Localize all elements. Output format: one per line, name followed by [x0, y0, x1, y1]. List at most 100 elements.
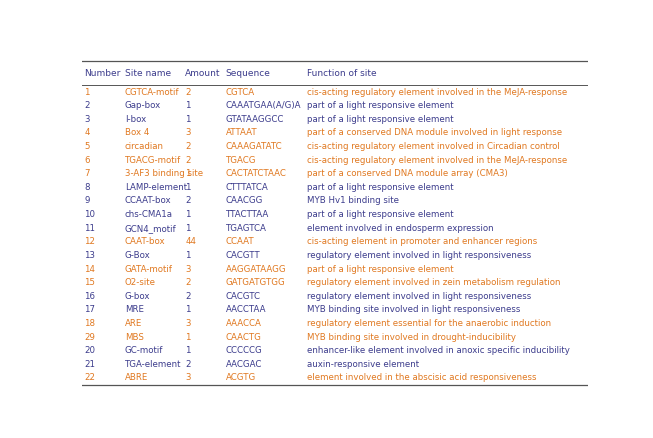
Text: 1: 1 [185, 305, 191, 314]
Text: CGTCA-motif: CGTCA-motif [125, 88, 179, 97]
Text: 21: 21 [84, 360, 95, 369]
Text: 2: 2 [185, 197, 191, 205]
Text: GATGATGTGG: GATGATGTGG [226, 278, 285, 287]
Text: CAAAGATATC: CAAAGATATC [226, 142, 283, 151]
Text: 1: 1 [185, 183, 191, 192]
Text: CACGTT: CACGTT [226, 251, 261, 260]
Text: part of a light responsive element: part of a light responsive element [307, 115, 453, 124]
Text: CACTATCTAAC: CACTATCTAAC [226, 169, 287, 178]
Text: cis-acting element in promoter and enhancer regions: cis-acting element in promoter and enhan… [307, 237, 537, 246]
Text: MYB binding site involved in light responsiveness: MYB binding site involved in light respo… [307, 305, 520, 314]
Text: 1: 1 [185, 346, 191, 355]
Text: Box 4: Box 4 [125, 128, 149, 138]
Text: 3: 3 [185, 319, 191, 328]
Text: CTTTATCA: CTTTATCA [226, 183, 268, 192]
Text: 22: 22 [84, 374, 95, 382]
Text: TGACG: TGACG [226, 155, 257, 165]
Text: GTATAAGGCC: GTATAAGGCC [226, 115, 284, 124]
Text: 5: 5 [84, 142, 89, 151]
Text: enhancer-like element involved in anoxic specific inducibility: enhancer-like element involved in anoxic… [307, 346, 569, 355]
Text: 10: 10 [84, 210, 95, 219]
Text: 44: 44 [185, 237, 197, 246]
Text: I-box: I-box [125, 115, 146, 124]
Text: Number: Number [84, 69, 121, 78]
Text: CGTCA: CGTCA [226, 88, 255, 97]
Text: 3-AF3 binding site: 3-AF3 binding site [125, 169, 203, 178]
Text: LAMP-element: LAMP-element [125, 183, 187, 192]
Text: 1: 1 [185, 251, 191, 260]
Text: cis-acting regulatory element involved in Circadian control: cis-acting regulatory element involved i… [307, 142, 560, 151]
Text: MYB binding site involved in drought-inducibility: MYB binding site involved in drought-ind… [307, 332, 516, 342]
Text: 1: 1 [84, 88, 89, 97]
Text: regulatory element involved in zein metabolism regulation: regulatory element involved in zein meta… [307, 278, 560, 287]
Text: regulatory element involved in light responsiveness: regulatory element involved in light res… [307, 251, 531, 260]
Text: AAACCA: AAACCA [226, 319, 262, 328]
Text: MBS: MBS [125, 332, 144, 342]
Text: 1: 1 [185, 115, 191, 124]
Text: Amount: Amount [185, 69, 221, 78]
Text: 17: 17 [84, 305, 95, 314]
Text: MRE: MRE [125, 305, 144, 314]
Text: 1: 1 [185, 224, 191, 233]
Text: 13: 13 [84, 251, 95, 260]
Text: 3: 3 [84, 115, 89, 124]
Text: 2: 2 [84, 101, 89, 110]
Text: part of a light responsive element: part of a light responsive element [307, 101, 453, 110]
Text: CAACTG: CAACTG [226, 332, 262, 342]
Text: 1: 1 [185, 210, 191, 219]
Text: CAACGG: CAACGG [226, 197, 263, 205]
Text: AACGAC: AACGAC [226, 360, 263, 369]
Text: CAAT-box: CAAT-box [125, 237, 165, 246]
Text: 1: 1 [185, 101, 191, 110]
Text: 29: 29 [84, 332, 95, 342]
Text: auxin-responsive element: auxin-responsive element [307, 360, 419, 369]
Text: part of a conserved DNA module involved in light response: part of a conserved DNA module involved … [307, 128, 562, 138]
Text: 16: 16 [84, 292, 95, 301]
Text: chs-CMA1a: chs-CMA1a [125, 210, 172, 219]
Text: element involved in the abscisic acid responsiveness: element involved in the abscisic acid re… [307, 374, 536, 382]
Text: 4: 4 [84, 128, 89, 138]
Text: CCCCCG: CCCCCG [226, 346, 263, 355]
Text: 7: 7 [84, 169, 89, 178]
Text: part of a light responsive element: part of a light responsive element [307, 265, 453, 274]
Text: 3: 3 [185, 128, 191, 138]
Text: 6: 6 [84, 155, 89, 165]
Text: element involved in endosperm expression: element involved in endosperm expression [307, 224, 494, 233]
Text: circadian: circadian [125, 142, 164, 151]
Text: ACGTG: ACGTG [226, 374, 256, 382]
Text: MYB Hv1 binding site: MYB Hv1 binding site [307, 197, 399, 205]
Text: AAGGATAAGG: AAGGATAAGG [226, 265, 287, 274]
Text: Function of site: Function of site [307, 69, 376, 78]
Text: 11: 11 [84, 224, 95, 233]
Text: CACGTC: CACGTC [226, 292, 261, 301]
Text: Sequence: Sequence [226, 69, 271, 78]
Text: AACCTAA: AACCTAA [226, 305, 266, 314]
Text: TGACG-motif: TGACG-motif [125, 155, 181, 165]
Text: 3: 3 [185, 265, 191, 274]
Text: 2: 2 [185, 278, 191, 287]
Text: part of a light responsive element: part of a light responsive element [307, 183, 453, 192]
Text: Site name: Site name [125, 69, 171, 78]
Text: 1: 1 [185, 169, 191, 178]
Text: O2-site: O2-site [125, 278, 155, 287]
Text: 2: 2 [185, 292, 191, 301]
Text: TGA-element: TGA-element [125, 360, 181, 369]
Text: G-box: G-box [125, 292, 150, 301]
Text: 2: 2 [185, 360, 191, 369]
Text: cis-acting regulatory element involved in the MeJA-response: cis-acting regulatory element involved i… [307, 88, 567, 97]
Text: ABRE: ABRE [125, 374, 148, 382]
Text: CCAAT-box: CCAAT-box [125, 197, 171, 205]
Text: Gap-box: Gap-box [125, 101, 161, 110]
Text: 2: 2 [185, 142, 191, 151]
Text: regulatory element involved in light responsiveness: regulatory element involved in light res… [307, 292, 531, 301]
Text: CCAAT: CCAAT [226, 237, 255, 246]
Text: 14: 14 [84, 265, 95, 274]
Text: GCN4_motif: GCN4_motif [125, 224, 176, 233]
Text: 9: 9 [84, 197, 89, 205]
Text: part of a light responsive element: part of a light responsive element [307, 210, 453, 219]
Text: ATTAAT: ATTAAT [226, 128, 257, 138]
Text: 15: 15 [84, 278, 95, 287]
Text: part of a conserved DNA module array (CMA3): part of a conserved DNA module array (CM… [307, 169, 507, 178]
Text: 1: 1 [185, 332, 191, 342]
Text: TGAGTCA: TGAGTCA [226, 224, 266, 233]
